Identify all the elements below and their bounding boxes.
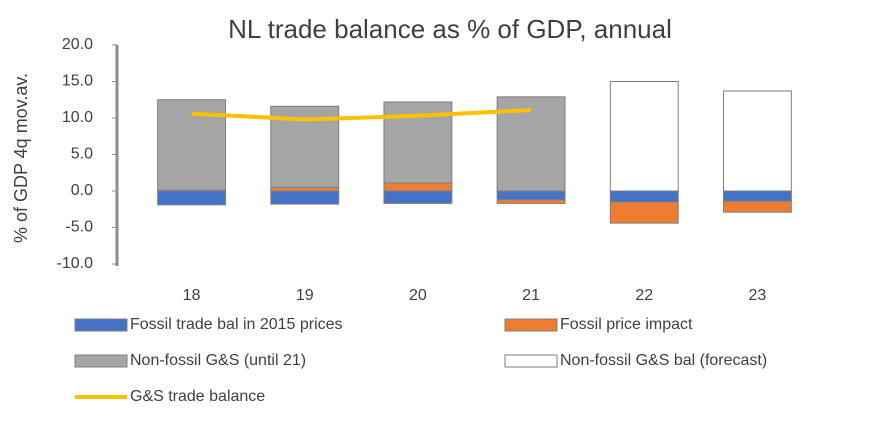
bar	[383, 190, 453, 204]
legend-swatch	[504, 318, 558, 332]
legend-label: Non-fossil G&S bal (forecast)	[560, 352, 767, 369]
line	[191, 107, 532, 122]
bar	[609, 190, 679, 203]
bar	[496, 199, 566, 204]
bar	[722, 90, 792, 192]
bar	[157, 190, 227, 206]
y-tick-label: 20.0	[62, 36, 93, 53]
bar	[609, 81, 679, 192]
y-tick-label: 0.0	[71, 182, 93, 199]
x-tick-label: 22	[635, 287, 653, 304]
y-tick-label: 5.0	[71, 146, 93, 163]
legend-swatch	[74, 354, 128, 368]
y-tick-label: 15.0	[62, 73, 93, 90]
x-tick-label: 19	[296, 287, 314, 304]
legend-swatch	[504, 354, 558, 368]
x-tick-label: 18	[183, 287, 201, 304]
x-tick-label: 20	[409, 287, 427, 304]
bar	[722, 200, 792, 213]
chart-title: NL trade balance as % of GDP, annual	[228, 14, 672, 44]
x-tick-label: 23	[749, 287, 767, 304]
bar	[609, 201, 679, 224]
bar	[383, 182, 453, 192]
bar	[722, 190, 792, 202]
legend-label: Fossil price impact	[560, 316, 693, 333]
y-tick-label: -5.0	[65, 219, 93, 236]
x-tick-label: 21	[522, 287, 540, 304]
y-axis-label: % of GDP 4q mov.av.	[11, 73, 31, 243]
y-tick-label: 10.0	[62, 109, 93, 126]
legend-label: G&S trade balance	[130, 388, 265, 405]
bar	[270, 190, 340, 205]
legend-label: Fossil trade bal in 2015 prices	[130, 316, 343, 333]
y-tick-label: -10.0	[57, 255, 94, 272]
bar	[270, 186, 340, 192]
legend-swatch	[74, 318, 128, 332]
legend-label: Non-fossil G&S (until 21)	[130, 352, 306, 369]
bar	[496, 190, 566, 201]
